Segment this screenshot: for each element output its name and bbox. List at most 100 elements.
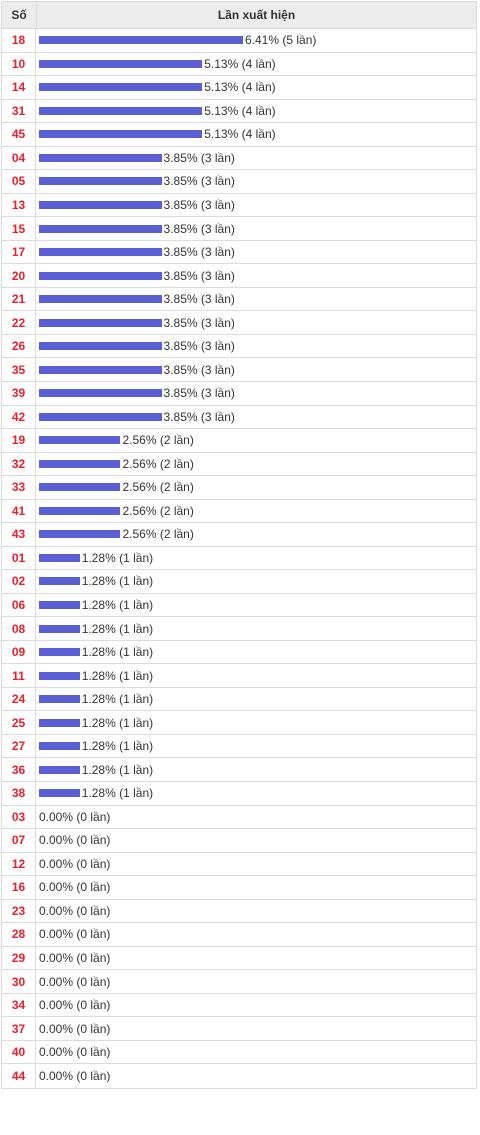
row-frequency: 5.13% (4 lần) <box>36 53 476 76</box>
frequency-label: 3.85% (3 lần) <box>163 339 235 354</box>
frequency-label: 0.00% (0 lần) <box>39 1021 111 1036</box>
table-row: 12 0.00% (0 lần) <box>2 852 476 877</box>
row-number: 19 <box>2 429 36 452</box>
row-frequency: 5.13% (4 lần) <box>36 123 476 146</box>
row-frequency: 0.00% (0 lần) <box>36 876 476 899</box>
frequency-bar <box>39 459 121 468</box>
row-number: 15 <box>2 217 36 240</box>
frequency-label: 0.00% (0 lần) <box>39 1045 111 1060</box>
frequency-bar <box>39 177 162 186</box>
table-row: 30 0.00% (0 lần) <box>2 970 476 994</box>
frequency-label: 3.85% (3 lần) <box>163 150 235 165</box>
row-number: 12 <box>2 852 36 876</box>
row-frequency: 2.56% (2 lần) <box>36 500 476 523</box>
frequency-label: 2.56% (2 lần) <box>122 433 194 448</box>
frequency-label: 6.41% (5 lần) <box>245 33 317 48</box>
table-row: 01 1.28% (1 lần) <box>2 546 476 571</box>
frequency-label: 0.00% (0 lần) <box>39 833 111 848</box>
row-number: 06 <box>2 593 36 617</box>
table-row: 29 0.00% (0 lần) <box>2 946 476 971</box>
frequency-label: 5.13% (4 lần) <box>204 103 276 118</box>
row-number: 39 <box>2 381 36 405</box>
row-frequency: 1.28% (1 lần) <box>36 547 476 570</box>
row-frequency: 0.00% (0 lần) <box>36 994 476 1017</box>
row-frequency: 0.00% (0 lần) <box>36 947 476 970</box>
row-frequency: 2.56% (2 lần) <box>36 476 476 499</box>
row-frequency: 3.85% (3 lần) <box>36 406 476 429</box>
frequency-label: 2.56% (2 lần) <box>122 456 194 471</box>
table-row: 08 1.28% (1 lần) <box>2 617 476 641</box>
row-frequency: 1.28% (1 lần) <box>36 735 476 758</box>
table-row: 42 3.85% (3 lần) <box>2 405 476 430</box>
table-header: Số Lần xuất hiện <box>2 2 476 29</box>
row-number: 37 <box>2 1017 36 1040</box>
row-frequency: 3.85% (3 lần) <box>36 264 476 287</box>
row-number: 04 <box>2 146 36 170</box>
frequency-bar <box>39 671 80 680</box>
table-row: 14 5.13% (4 lần) <box>2 76 476 100</box>
row-number: 42 <box>2 405 36 429</box>
row-frequency: 3.85% (3 lần) <box>36 358 476 381</box>
row-number: 03 <box>2 805 36 829</box>
frequency-bar <box>39 224 162 233</box>
table-row: 02 1.28% (1 lần) <box>2 570 476 594</box>
row-number: 30 <box>2 970 36 993</box>
frequency-bar <box>39 718 80 727</box>
row-frequency: 1.28% (1 lần) <box>36 664 476 687</box>
row-number: 02 <box>2 570 36 593</box>
frequency-label: 2.56% (2 lần) <box>122 527 194 542</box>
row-number: 45 <box>2 123 36 146</box>
table-row: 35 3.85% (3 lần) <box>2 358 476 382</box>
row-frequency: 5.13% (4 lần) <box>36 100 476 123</box>
row-number: 08 <box>2 617 36 640</box>
row-frequency: 3.85% (3 lần) <box>36 241 476 264</box>
row-frequency: 0.00% (0 lần) <box>36 1017 476 1040</box>
frequency-label: 1.28% (1 lần) <box>81 550 154 565</box>
row-frequency: 3.85% (3 lần) <box>36 288 476 311</box>
row-frequency: 1.28% (1 lần) <box>36 641 476 664</box>
frequency-bar <box>39 436 121 445</box>
frequency-bar <box>39 577 80 586</box>
table-body: 18 6.41% (5 lần) 10 5.13% (4 lần) 14 5.13% (4… <box>2 29 476 1088</box>
row-frequency: 0.00% (0 lần) <box>36 1064 476 1088</box>
frequency-label: 3.85% (3 lần) <box>163 197 235 212</box>
row-number: 18 <box>2 29 36 52</box>
row-number: 24 <box>2 687 36 711</box>
frequency-bar <box>39 36 243 45</box>
frequency-bar <box>39 365 162 374</box>
frequency-label: 1.28% (1 lần) <box>81 739 154 754</box>
frequency-bar <box>39 271 162 280</box>
row-number: 10 <box>2 52 36 76</box>
frequency-bar <box>39 200 162 209</box>
table-row: 03 0.00% (0 lần) <box>2 805 476 830</box>
table-row: 16 0.00% (0 lần) <box>2 876 476 900</box>
row-frequency: 5.13% (4 lần) <box>36 76 476 99</box>
frequency-label: 0.00% (0 lần) <box>39 856 111 871</box>
row-number: 20 <box>2 264 36 287</box>
frequency-bar <box>39 789 80 798</box>
frequency-label: 3.85% (3 lần) <box>163 245 235 260</box>
row-frequency: 0.00% (0 lần) <box>36 923 476 946</box>
row-number: 01 <box>2 546 36 570</box>
frequency-label: 2.56% (2 lần) <box>122 503 194 518</box>
frequency-label: 3.85% (3 lần) <box>163 292 235 307</box>
row-frequency: 0.00% (0 lần) <box>36 900 476 923</box>
row-frequency: 0.00% (0 lần) <box>36 829 476 852</box>
table-row: 39 3.85% (3 lần) <box>2 381 476 406</box>
row-number: 44 <box>2 1064 36 1088</box>
frequency-bar <box>39 506 121 515</box>
frequency-bar <box>39 530 121 539</box>
table-row: 36 1.28% (1 lần) <box>2 758 476 782</box>
frequency-label: 3.85% (3 lần) <box>163 409 235 424</box>
frequency-label: 2.56% (2 lần) <box>122 480 194 495</box>
header-frequency: Lần xuất hiện <box>217 8 296 22</box>
frequency-bar <box>39 742 80 751</box>
row-frequency: 1.28% (1 lần) <box>36 711 476 734</box>
row-number: 31 <box>2 99 36 123</box>
row-number: 34 <box>2 993 36 1017</box>
frequency-bar <box>39 295 162 304</box>
frequency-bar <box>39 130 203 139</box>
table-row: 20 3.85% (3 lần) <box>2 264 476 288</box>
frequency-label: 0.00% (0 lần) <box>39 880 111 895</box>
table-row: 25 1.28% (1 lần) <box>2 711 476 735</box>
